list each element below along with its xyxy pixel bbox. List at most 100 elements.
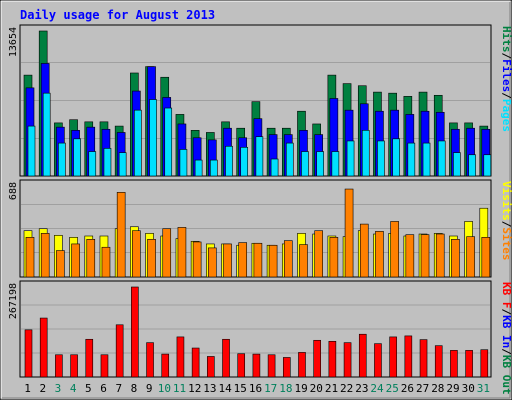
sites-bar-day-4 — [71, 243, 80, 278]
kbf-bar-day-12 — [191, 347, 200, 378]
pages-bar-day-8 — [134, 109, 142, 177]
kbf-bar-day-11 — [176, 336, 185, 378]
sites-bar-day-31 — [481, 237, 491, 278]
pages-bar-day-24 — [377, 140, 385, 177]
pages-bar-day-14 — [225, 145, 233, 177]
kbf-bar-day-4 — [70, 354, 78, 378]
day-label-26: 26 — [401, 382, 414, 395]
day-label-17: 17 — [264, 382, 277, 395]
pages-bar-day-25 — [392, 138, 400, 177]
day-label-4: 4 — [70, 382, 77, 395]
pages-bar-day-17 — [270, 158, 279, 177]
sites-bar-day-13 — [208, 247, 217, 278]
kbf-bar-day-21 — [328, 340, 337, 378]
pages-bar-day-4 — [73, 138, 81, 177]
day-label-11: 11 — [173, 382, 186, 395]
kbf-bar-day-28 — [434, 345, 443, 378]
day-label-8: 8 — [131, 382, 138, 395]
legend-separator: / — [500, 221, 512, 228]
kbf-bar-day-18 — [282, 357, 291, 378]
sites-bar-day-24 — [375, 231, 384, 278]
sites-bar-day-15 — [238, 242, 248, 278]
sites-bar-day-5 — [86, 239, 96, 278]
legend-kb-in: KB In — [500, 315, 512, 348]
day-label-27: 27 — [416, 382, 429, 395]
pages-bar-day-10 — [164, 107, 173, 177]
pages-bar-day-31 — [483, 154, 492, 177]
legend-separator: / — [500, 92, 512, 99]
kbf-bar-day-24 — [374, 343, 382, 378]
day-label-28: 28 — [431, 382, 444, 395]
sites-bar-day-25 — [390, 221, 399, 278]
day-label-29: 29 — [446, 382, 459, 395]
day-label-31: 31 — [477, 382, 490, 395]
sites-bar-day-1 — [25, 237, 35, 278]
sites-bar-day-19 — [299, 244, 308, 278]
legend-files: Files — [500, 59, 512, 92]
pages-bar-day-2 — [42, 92, 51, 177]
sites-bar-day-2 — [40, 233, 50, 278]
panel-2-legend: Visits/Sites — [500, 181, 512, 261]
pages-bar-day-26 — [407, 142, 416, 177]
day-label-25: 25 — [386, 382, 399, 395]
pages-bar-day-18 — [285, 142, 294, 177]
panel-1-legend: Hits/Files/Pages — [500, 26, 512, 132]
kbf-bar-day-15 — [237, 353, 246, 378]
sites-bar-day-7 — [116, 192, 126, 278]
kbf-bar-day-17 — [267, 354, 276, 378]
kbf-bar-day-8 — [131, 286, 139, 378]
day-label-30: 30 — [462, 382, 475, 395]
kbf-bar-day-29 — [450, 350, 458, 378]
sites-bar-day-20 — [314, 230, 323, 278]
kbf-bar-day-16 — [252, 353, 261, 378]
pages-bar-day-6 — [103, 148, 112, 177]
kbf-bar-day-10 — [161, 353, 170, 378]
day-label-24: 24 — [370, 382, 384, 395]
sites-bar-day-12 — [192, 241, 202, 278]
pages-bar-day-12 — [194, 159, 203, 177]
chart-title: Daily usage for August 2013 — [20, 8, 215, 22]
legend-separator: / — [500, 348, 512, 355]
kbf-bar-day-27 — [419, 339, 428, 378]
day-label-23: 23 — [355, 382, 368, 395]
panel-3-legend: KB F/KB In/KB Out — [500, 282, 512, 395]
pages-bar-day-11 — [179, 149, 188, 177]
sites-bar-day-10 — [162, 228, 172, 278]
pages-bar-day-20 — [316, 151, 324, 177]
pages-bar-day-5 — [88, 151, 97, 177]
sites-bar-day-23 — [359, 223, 369, 278]
pages-bar-day-13 — [210, 159, 218, 177]
day-label-10: 10 — [158, 382, 171, 395]
pages-bar-day-16 — [255, 136, 264, 177]
legend-kb-f: KB F — [500, 282, 512, 309]
panel-1-ymax-label: 13654 — [8, 27, 19, 57]
panel-3-ymax-label: 267198 — [8, 283, 19, 319]
kbf-bar-day-19 — [298, 352, 306, 378]
day-label-6: 6 — [100, 382, 107, 395]
kbf-bar-day-9 — [146, 342, 154, 378]
pages-bar-day-3 — [58, 142, 66, 177]
day-label-9: 9 — [146, 382, 153, 395]
day-label-15: 15 — [234, 382, 247, 395]
day-label-12: 12 — [188, 382, 201, 395]
pages-bar-day-29 — [453, 152, 461, 177]
day-label-16: 16 — [249, 382, 262, 395]
kbf-bar-day-3 — [55, 354, 63, 378]
sites-bar-day-8 — [132, 230, 141, 278]
pages-bar-day-19 — [301, 151, 309, 177]
kbf-bar-day-23 — [358, 333, 367, 378]
kbf-bar-day-31 — [480, 349, 489, 378]
day-label-7: 7 — [115, 382, 122, 395]
day-label-21: 21 — [325, 382, 338, 395]
day-label-18: 18 — [279, 382, 292, 395]
day-label-20: 20 — [310, 382, 323, 395]
day-label-14: 14 — [218, 382, 232, 395]
sites-bar-day-30 — [466, 236, 475, 278]
panel-2: 688 Visits/Sites — [8, 179, 512, 278]
day-label-5: 5 — [85, 382, 92, 395]
day-label-2: 2 — [39, 382, 46, 395]
sites-bar-day-27 — [420, 234, 430, 278]
day-label-13: 13 — [203, 382, 216, 395]
day-label-3: 3 — [55, 382, 62, 395]
